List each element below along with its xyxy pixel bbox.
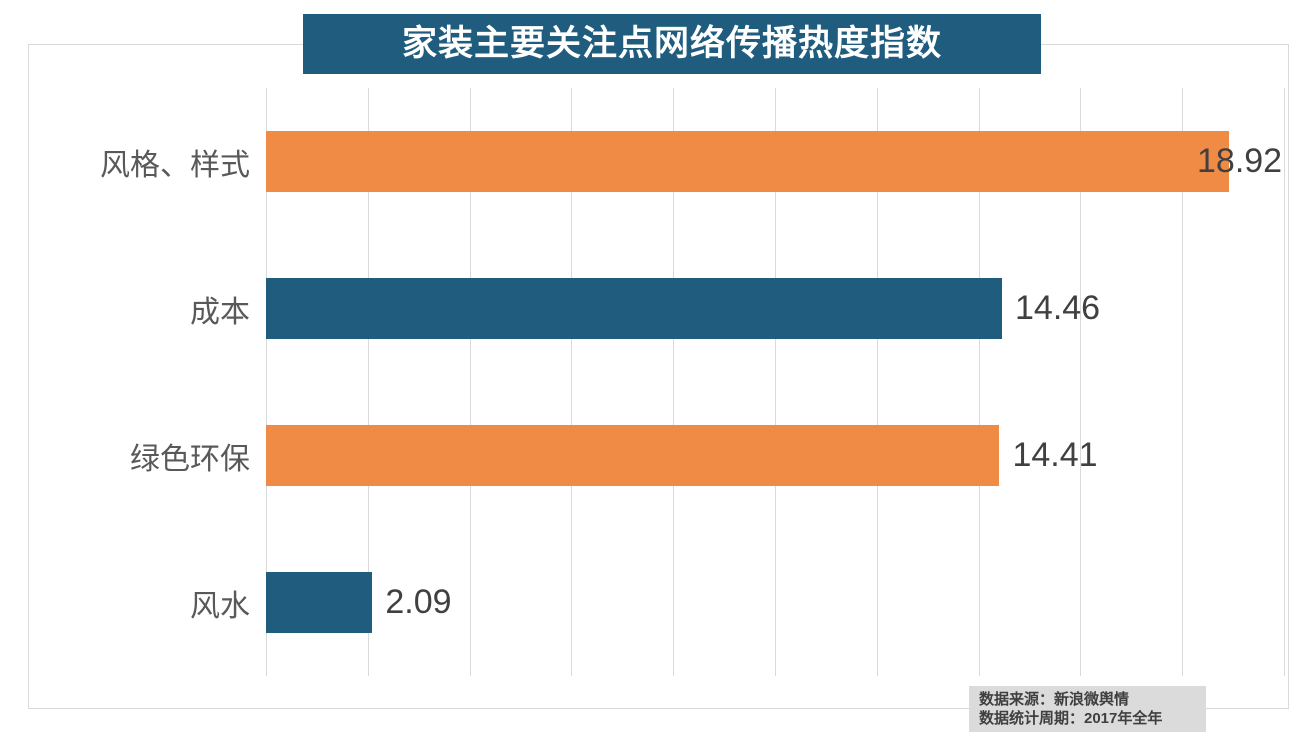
gridline — [1284, 88, 1285, 676]
data-period-line: 数据统计周期：2017年全年 — [979, 710, 1163, 727]
value-label: 2.09 — [385, 583, 452, 621]
bar-row: 成本 14.46 — [0, 235, 1313, 382]
bar-track: 14.41 — [266, 382, 1284, 529]
bar-track: 14.46 — [266, 235, 1284, 382]
category-label: 风水 — [190, 589, 250, 623]
gridline — [978, 88, 980, 676]
plot-area: 风格、样式 18.92 成本 14.46 绿色环保 14.41 风水 2.09 — [0, 88, 1313, 676]
value-label: 14.46 — [1015, 289, 1101, 327]
bar — [266, 572, 373, 633]
gridline — [571, 88, 573, 676]
gridline — [1080, 88, 1082, 676]
value-label: 18.92 — [1197, 142, 1283, 180]
gridline — [1182, 88, 1184, 676]
value-label: 14.41 — [1012, 436, 1098, 474]
data-source-line: 数据来源：新浪微舆情 — [979, 691, 1130, 708]
category-label: 风格、样式 — [100, 148, 250, 182]
chart-title: 家装主要关注点网络传播热度指数 — [303, 14, 1041, 74]
gridlines — [266, 88, 1285, 676]
bar-row: 风格、样式 18.92 — [0, 88, 1313, 235]
bar-track: 18.92 — [266, 88, 1284, 235]
category-label: 绿色环保 — [130, 442, 250, 476]
bar — [266, 425, 1000, 486]
bar — [266, 278, 1002, 339]
bar-row: 绿色环保 14.41 — [0, 382, 1313, 529]
bar-rows: 风格、样式 18.92 成本 14.46 绿色环保 14.41 风水 2.09 — [0, 88, 1313, 676]
bar — [266, 131, 1230, 192]
gridline — [673, 88, 675, 676]
gridline — [775, 88, 776, 676]
bar-row: 风水 2.09 — [0, 529, 1313, 676]
category-label: 成本 — [190, 295, 250, 329]
gridline — [266, 88, 267, 676]
data-source-note: 数据来源：新浪微舆情 数据统计周期：2017年全年 — [969, 686, 1206, 732]
gridline — [367, 88, 369, 676]
gridline — [876, 88, 878, 676]
gridline — [469, 88, 471, 676]
bar-track: 2.09 — [266, 529, 1284, 676]
